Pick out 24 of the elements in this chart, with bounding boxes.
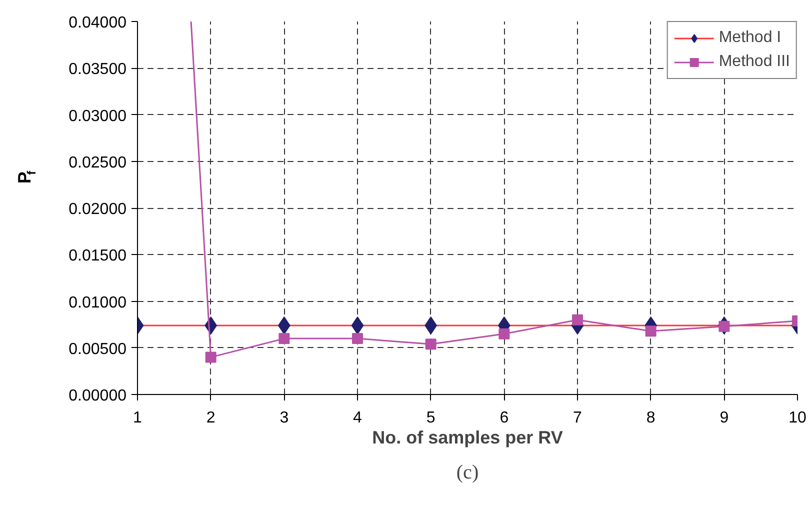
x-axis-title: No. of samples per RV [372,428,563,448]
x-tick-label: 8 [646,410,656,426]
x-tick-label: 6 [500,410,509,426]
y-tick-label: 0.00500 [68,340,127,358]
x-tick-label: 5 [426,410,436,426]
x-tick-label: 1 [133,410,142,426]
x-tick-label: 2 [206,410,216,426]
legend-label: Method III [718,53,790,71]
y-tick-label: 0.00000 [68,388,127,404]
text: (c) [456,462,479,484]
x-tick-label: 10 [788,410,806,426]
x-tick-label: 3 [280,410,289,426]
y-tick-label: 0.02500 [68,154,127,172]
x-tick-label: 9 [720,410,729,426]
legend-label: Method I [718,29,782,47]
y-tick-label: 0.01500 [68,248,127,265]
y-tick-label: 0.03500 [68,61,127,78]
y-tick-label: 0.01000 [68,294,127,312]
x-tick-label: 7 [573,410,582,426]
y-axis-title: Pf [14,170,38,184]
y-tick-label: 0.03000 [68,108,127,125]
y-tick-label: 0.04000 [68,14,127,32]
y-tick-label: 0.02000 [68,201,127,218]
x-tick-label: 4 [353,410,362,426]
